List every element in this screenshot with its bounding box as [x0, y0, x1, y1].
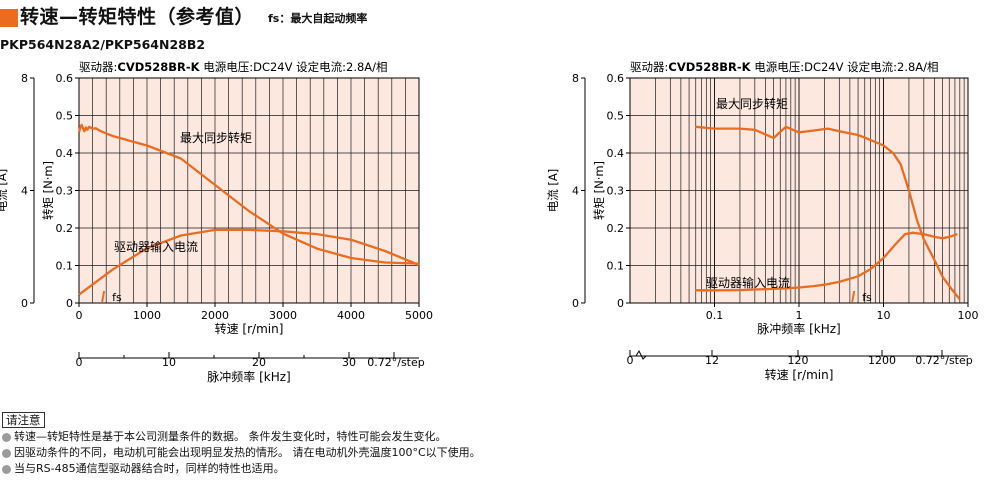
x2-axis-label: 转速 [r/min]: [765, 367, 834, 382]
y-tick-label: 0.6: [607, 72, 625, 85]
bullet-icon: [2, 448, 11, 458]
fs-marker: [101, 290, 106, 303]
y-tick-label: 0.5: [56, 110, 74, 123]
y2-tick-label: 8: [21, 72, 28, 85]
y-tick-label: 0.5: [607, 110, 625, 123]
series-label-torque: 最大同步转矩: [180, 130, 252, 145]
y-tick-label: 0.2: [56, 222, 74, 235]
y-tick-label: 0.4: [56, 147, 74, 160]
x2-tick-label: 0: [627, 354, 634, 367]
x-tick-label: 100: [958, 309, 979, 322]
page-title: 转速—转矩特性（参考值）: [20, 6, 255, 28]
bullet-icon: [2, 464, 11, 474]
x2-tick-label: 0: [76, 356, 83, 369]
x-tick-label: 10: [877, 309, 891, 322]
series-label-current: 驱动器输入电流: [706, 275, 790, 290]
x-tick-label: 0.1: [706, 309, 724, 322]
note-text: 当与RS-485通信型驱动器结合时，同样的特性也适用。: [14, 462, 285, 475]
y-tick-label: 0.4: [607, 147, 625, 160]
x-axis-label: 脉冲频率 [kHz]: [757, 321, 840, 336]
current-curve: [78, 228, 420, 296]
current-curve: [695, 231, 958, 292]
note-item: 因驱动条件的不同，电动机可能会出现明显发热的情形。 请在电动机外壳温度100°C…: [2, 445, 481, 461]
x-axis-label: 转速 [r/min]: [215, 321, 284, 336]
note-item: 当与RS-485通信型驱动器结合时，同样的特性也适用。: [2, 461, 481, 477]
note-text: 因驱动条件的不同，电动机可能会出现明显发热的情形。 请在电动机外壳温度100°C…: [14, 446, 481, 459]
x2-tick-label: 30: [342, 356, 356, 369]
fs-label: fs: [862, 291, 872, 304]
chart-title: 驱动器:CVD528BR-K 电源电压:DC24V 设定电流:2.8A/相: [79, 60, 388, 74]
note-text: 转速—转矩特性是基于本公司测量条件的数据。 条件发生变化时，特性可能会发生变化。: [14, 430, 447, 443]
torque-curve: [695, 125, 961, 301]
x2-end-label: 0.72°/step: [915, 354, 973, 367]
y-tick-label: 0.3: [607, 185, 625, 198]
series-label-torque: 最大同步转矩: [716, 96, 788, 111]
header: 转速—转矩特性（参考值） fs：最大自起动频率: [0, 2, 367, 29]
y-tick-label: 0.2: [607, 222, 625, 235]
y-tick-label: 0.1: [56, 260, 74, 273]
bullet-icon: [2, 432, 11, 442]
series-label-current: 驱动器输入电流: [114, 239, 198, 254]
x-tick-label: 1: [796, 309, 803, 322]
x2-tick-label: 12: [705, 354, 719, 367]
y-tick-label: 0.1: [607, 260, 625, 273]
x-tick-label: 0: [76, 309, 83, 322]
x2-tick-label: 10: [162, 356, 176, 369]
y-tick-label: 0: [66, 297, 73, 310]
x-tick-label: 4000: [337, 309, 365, 322]
y-tick-label: 0.6: [56, 72, 74, 85]
y2-tick-label: 8: [572, 72, 579, 85]
model-number: PKP564N28A2/PKP564N28B2: [0, 37, 206, 52]
fs-note: fs：最大自起动频率: [268, 12, 368, 25]
notes-title: 请注意: [2, 412, 45, 428]
x-tick-label: 5000: [405, 309, 433, 322]
y2-tick-label: 4: [21, 185, 28, 198]
y2-axis-label: 电流 [A]: [546, 169, 560, 213]
fs-marker: [851, 290, 856, 303]
y2-tick-label: 4: [572, 185, 579, 198]
charts-canvas: 0 0.1 0.2 0.3 0.4 0.5 0.6 0 4 8 转矩 [N·m] 电流 [A] 驱动器:…: [0, 60, 979, 384]
chart-1: 0 0.1 0.2 0.3 0.4 0.5 0.6 0 4 8 转矩 [N·m] 电流 [A] 驱动器:…: [0, 60, 433, 384]
x-tick-label: 2000: [201, 309, 229, 322]
note-item: 转速—转矩特性是基于本公司测量条件的数据。 条件发生变化时，特性可能会发生变化。: [2, 429, 481, 445]
y2-tick-label: 0: [21, 297, 28, 310]
chart-title: 驱动器:CVD528BR-K 电源电压:DC24V 设定电流:2.8A/相: [630, 60, 939, 74]
notes: 请注意 转速—转矩特性是基于本公司测量条件的数据。 条件发生变化时，特性可能会发…: [2, 412, 481, 477]
y2-tick-label: 0: [572, 297, 579, 310]
orange-square-icon: [0, 9, 18, 27]
y-tick-label: 0: [617, 297, 624, 310]
x2-axis-label: 脉冲频率 [kHz]: [207, 369, 290, 384]
x-tick-label: 1000: [133, 309, 161, 322]
axis-break-icon: [635, 349, 647, 360]
chart-2: 0 0.1 0.2 0.3 0.4 0.5 0.6 0 4 8 转矩 [N·m] 电流 [A] 驱动器:…: [546, 60, 979, 382]
y2-axis-label: 电流 [A]: [0, 169, 9, 213]
y-axis-label: 转矩 [N·m]: [41, 161, 55, 220]
y-tick-label: 0.3: [56, 185, 74, 198]
x2-tick-label: 20: [252, 356, 266, 369]
x2-end-label: 0.72°/step: [367, 356, 425, 369]
torque-curve: [77, 123, 420, 265]
x2-tick-label: 120: [788, 354, 809, 367]
x-tick-label: 3000: [269, 309, 297, 322]
y-axis-label: 转矩 [N·m]: [592, 161, 606, 220]
fs-label: fs: [112, 291, 122, 304]
x2-tick-label: 1200: [868, 354, 896, 367]
